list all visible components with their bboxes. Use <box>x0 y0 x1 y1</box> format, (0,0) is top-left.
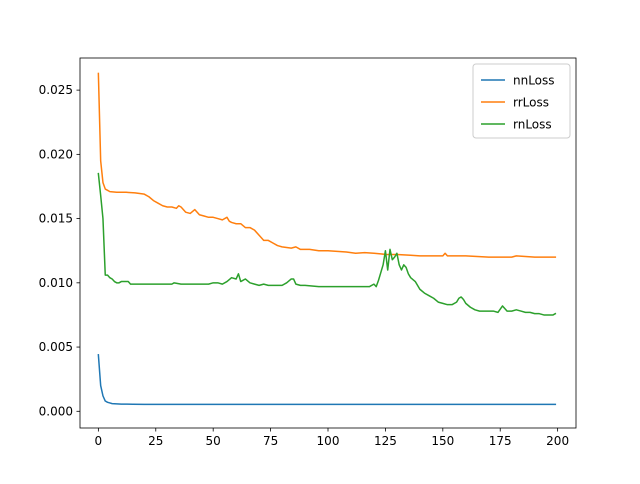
series-line-nnLoss <box>97 353 557 406</box>
y-tick-label: 0.025 <box>39 83 73 97</box>
x-axis: 0 25 50 75 100 125 150 175 200 <box>95 428 569 448</box>
x-tick-label: 50 <box>206 434 221 448</box>
x-tick-label: 150 <box>431 434 454 448</box>
x-tick-label: 125 <box>374 434 397 448</box>
series-line-rnLoss <box>97 172 557 316</box>
series-layer <box>97 72 557 406</box>
y-tick-label: 0.005 <box>39 340 73 354</box>
y-tick-label: 0.020 <box>39 147 73 161</box>
x-tick-label: 0 <box>95 434 103 448</box>
y-tick-label: 0.010 <box>39 276 73 290</box>
y-tick-label: 0.015 <box>39 212 73 226</box>
x-tick-label: 25 <box>148 434 163 448</box>
legend-box <box>472 63 571 139</box>
x-tick-label: 75 <box>263 434 278 448</box>
x-tick-label: 175 <box>489 434 512 448</box>
x-tick-label: 200 <box>546 434 569 448</box>
legend-label-rrLoss: rrLoss <box>513 96 549 110</box>
x-tick-label: 100 <box>317 434 340 448</box>
legend-label-rnLoss: rnLoss <box>513 118 552 132</box>
legend-label-nnLoss: nnLoss <box>513 74 555 88</box>
legend: nnLoss rrLoss rnLoss <box>472 63 571 139</box>
series-line-rrLoss <box>97 72 557 258</box>
y-axis: 0.000 0.005 0.010 0.015 0.020 0.025 <box>39 83 80 418</box>
y-tick-label: 0.000 <box>39 404 73 418</box>
